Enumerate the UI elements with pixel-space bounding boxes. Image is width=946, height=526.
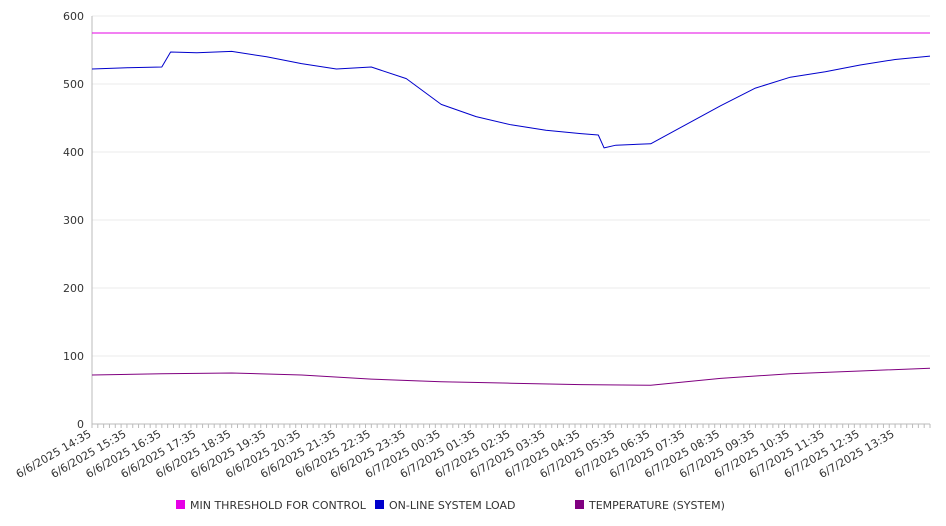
legend-item: TEMPERATURE (SYSTEM) [575,499,725,512]
legend-label: ON-LINE SYSTEM LOAD [389,499,515,512]
y-axis-ticks: 0 100 200 300 400 500 600 [63,10,84,431]
legend-swatch [575,500,584,509]
series-line-on-line-system-load [91,50,931,149]
y-tick-label: 0 [77,418,84,431]
legend-swatch [375,500,384,509]
legend-item: MIN THRESHOLD FOR CONTROL [176,499,367,512]
legend: MIN THRESHOLD FOR CONTROL ON-LINE SYSTEM … [176,499,725,512]
y-tick-label: 100 [63,350,84,363]
legend-item: ON-LINE SYSTEM LOAD [375,499,515,512]
legend-label: TEMPERATURE (SYSTEM) [588,499,725,512]
y-tick-label: 200 [63,282,84,295]
legend-swatch [176,500,185,509]
series-lines [91,32,931,386]
x-axis-ticks: 6/6/2025 14:356/6/2025 15:356/6/2025 16:… [14,424,931,481]
y-tick-label: 300 [63,214,84,227]
legend-label: MIN THRESHOLD FOR CONTROL [190,499,367,512]
gridlines [92,15,930,357]
y-tick-label: 400 [63,146,84,159]
y-tick-label: 500 [63,78,84,91]
y-tick-label: 600 [63,10,84,23]
series-line-temperature-system [91,367,931,386]
